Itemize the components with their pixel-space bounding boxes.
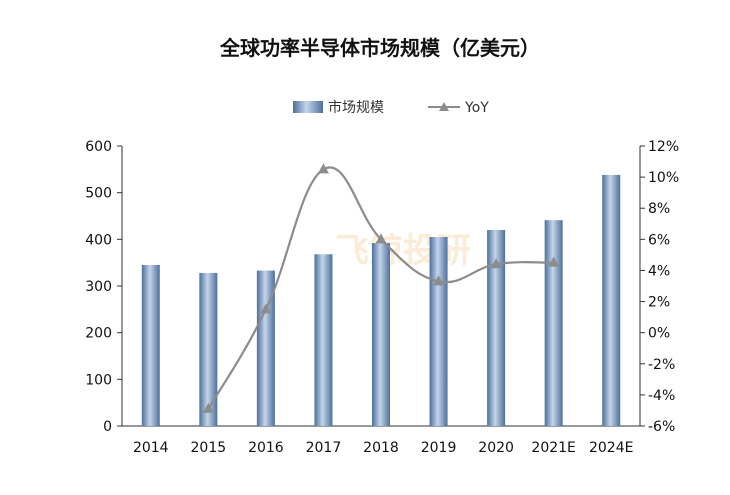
x-tick-label: 2015	[191, 440, 227, 456]
x-tick-label: 2018	[363, 440, 399, 456]
y-left-tick-label: 200	[85, 326, 112, 342]
legend-item-bar: 市场规模	[328, 99, 384, 116]
y-right-tick-label: 12%	[648, 139, 679, 155]
x-tick-label: 2020	[478, 440, 514, 456]
yoy-point	[260, 303, 272, 314]
bar	[314, 254, 333, 426]
yoy-point	[548, 256, 560, 267]
bar	[372, 243, 390, 426]
legend: 市场规模 YoY	[293, 99, 489, 116]
bar	[602, 174, 621, 426]
y-right-tick-label: -2%	[648, 357, 675, 373]
y-right-tick-label: 2%	[648, 295, 670, 311]
legend-line-marker	[439, 102, 449, 111]
legend-item-line: YoY	[464, 100, 489, 116]
bar-series	[141, 174, 621, 426]
bar	[199, 272, 218, 426]
y-left-tick-label: 500	[85, 186, 112, 202]
y-left-tick-label: 300	[85, 279, 112, 295]
y-right-tick-label: 10%	[648, 170, 679, 186]
y-left-tick-label: 400	[85, 232, 112, 248]
x-tick-label: 2016	[248, 440, 284, 456]
bar	[141, 265, 160, 426]
watermark-text: 飞鲸投研	[335, 231, 471, 271]
yoy-point	[490, 258, 502, 269]
bar	[487, 230, 506, 426]
yoy-point	[433, 275, 445, 286]
y-right-tick-label: -4%	[648, 388, 675, 404]
y-right-tick-label: 0%	[648, 326, 670, 342]
bar	[544, 220, 563, 426]
bar	[429, 237, 448, 426]
y-left-tick-label: 600	[85, 139, 112, 155]
yoy-point	[317, 163, 329, 174]
y-right-tick-labels: -6% -4% -2% 0% 2% 4% 6% 8% 10% 12%	[648, 139, 679, 435]
y-left-tick-label: 0	[103, 419, 112, 435]
x-tick-label: 2014	[133, 440, 169, 456]
y-left-tick-label: 100	[85, 372, 112, 388]
bar	[256, 270, 275, 426]
y-right-tick-label: 8%	[648, 201, 670, 217]
y-left-tick-labels: 0 100 200 300 400 500 600	[85, 139, 112, 435]
y-right-tick-label: -6%	[648, 419, 675, 435]
x-tick-label: 2021E	[531, 440, 575, 456]
legend-bar-swatch	[293, 101, 323, 113]
yoy-point	[202, 402, 214, 413]
line-series	[202, 163, 560, 413]
y-right-tick-label: 6%	[648, 232, 670, 248]
chart-title: 全球功率半导体市场规模（亿美元）	[219, 36, 540, 60]
y-right-tick-label: 4%	[648, 263, 670, 279]
x-tick-label: 2024E	[589, 440, 633, 456]
yoy-point	[375, 233, 387, 244]
x-tick-label: 2019	[421, 440, 457, 456]
x-tick-labels: 2014 2015 2016 2017 2018 2019 2020 2021E 2024E	[133, 440, 634, 456]
x-tick-label: 2017	[306, 440, 342, 456]
